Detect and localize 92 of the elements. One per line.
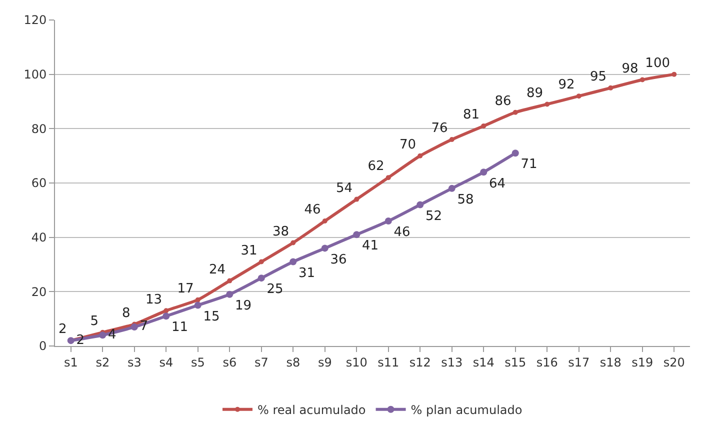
data-label: 38 xyxy=(272,224,290,240)
data-label: 17 xyxy=(177,281,194,296)
legend-label: % plan acumulado xyxy=(410,403,522,418)
data-label: 89 xyxy=(526,86,544,101)
data-label: 8 xyxy=(122,306,130,321)
x-tick-label: s11 xyxy=(378,355,400,370)
data-label: 25 xyxy=(266,282,284,298)
data-label: 64 xyxy=(489,176,506,192)
x-tick-label: s12 xyxy=(409,355,431,370)
point xyxy=(258,274,265,282)
data-label: 24 xyxy=(208,262,226,278)
point xyxy=(512,110,518,115)
point xyxy=(290,258,297,266)
point xyxy=(321,244,328,252)
point xyxy=(672,72,677,77)
data-label: 100 xyxy=(645,56,670,71)
point xyxy=(354,196,360,202)
x-tick-label: s14 xyxy=(472,355,494,370)
x-tick-label: s10 xyxy=(346,355,368,370)
point xyxy=(512,150,519,157)
point xyxy=(384,218,392,225)
y-tick-label: 0 xyxy=(38,339,47,354)
data-label: 52 xyxy=(426,208,442,224)
point xyxy=(99,332,106,339)
data-label: 46 xyxy=(304,202,321,218)
legend-label: % real acumulado xyxy=(258,403,366,418)
point xyxy=(386,175,391,180)
x-tick-label: s7 xyxy=(254,355,268,370)
data-label: 70 xyxy=(399,137,416,152)
point xyxy=(195,297,200,302)
point xyxy=(608,85,614,90)
x-tick-label: s20 xyxy=(663,355,685,370)
point xyxy=(290,240,296,246)
y-tick-label: 60 xyxy=(31,176,47,190)
y-tick-label: 40 xyxy=(31,230,47,245)
data-label: 13 xyxy=(145,292,162,308)
point xyxy=(130,323,138,330)
x-tick-label: s18 xyxy=(600,355,622,370)
data-label: 95 xyxy=(590,70,607,85)
data-label: 15 xyxy=(203,309,220,324)
x-tick-label: s2 xyxy=(96,355,110,370)
point xyxy=(416,201,424,208)
y-tick-label: 100 xyxy=(24,68,47,82)
point xyxy=(481,123,486,128)
data-label: 71 xyxy=(520,157,538,172)
data-label: 92 xyxy=(558,78,575,93)
x-tick-label: s6 xyxy=(222,355,237,370)
point xyxy=(227,278,232,284)
data-label: 31 xyxy=(298,266,316,281)
point xyxy=(480,168,488,176)
point xyxy=(448,184,456,192)
x-tick-label: s9 xyxy=(318,355,332,370)
data-label: 58 xyxy=(457,192,474,208)
x-tick-label: s8 xyxy=(286,355,300,370)
data-label: 46 xyxy=(394,225,410,240)
data-label: 86 xyxy=(494,94,512,109)
point xyxy=(640,77,645,82)
data-label: 62 xyxy=(368,159,384,174)
x-tick-label: s3 xyxy=(127,355,142,370)
x-tick-label: s1 xyxy=(64,355,78,370)
data-label: 11 xyxy=(172,320,188,336)
x-tick-label: s19 xyxy=(632,355,654,370)
point xyxy=(164,308,169,314)
data-label: 76 xyxy=(431,121,448,136)
y-tick-label: 120 xyxy=(24,13,47,28)
x-tick-label: s4 xyxy=(159,355,174,370)
data-label: 41 xyxy=(362,238,379,254)
data-label: 36 xyxy=(330,252,347,268)
x-tick-label: s5 xyxy=(190,355,205,370)
point xyxy=(322,218,328,224)
point xyxy=(544,102,550,107)
data-label: 19 xyxy=(235,298,252,314)
data-label: 31 xyxy=(240,243,258,258)
point xyxy=(226,290,234,298)
x-tick-label: s13 xyxy=(441,355,463,370)
point xyxy=(449,137,454,142)
y-tick-label: 80 xyxy=(31,122,47,136)
point xyxy=(258,259,264,264)
point xyxy=(194,302,202,309)
data-label: 81 xyxy=(462,108,480,123)
data-label: 98 xyxy=(622,61,638,76)
data-label: 2 xyxy=(58,322,67,338)
data-label: 54 xyxy=(336,180,353,196)
x-tick-label: s17 xyxy=(568,355,590,370)
x-tick-label: s16 xyxy=(536,355,558,370)
y-tick-label: 20 xyxy=(31,284,47,299)
point xyxy=(162,312,170,320)
point xyxy=(353,231,360,238)
x-tick-label: s15 xyxy=(504,355,526,370)
point xyxy=(576,94,582,99)
point xyxy=(418,153,423,158)
data-label: 5 xyxy=(90,314,99,330)
